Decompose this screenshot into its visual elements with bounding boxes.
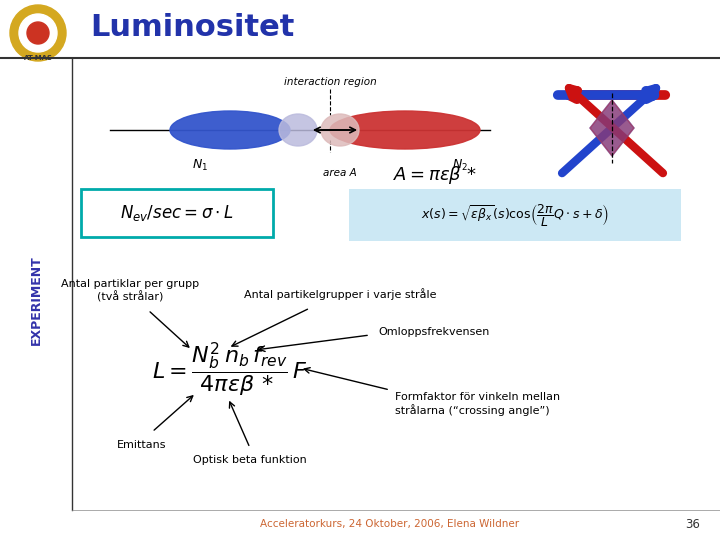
Text: $x(s)=\sqrt{\varepsilon\beta_x}(s)\cos\!\left(\dfrac{2\pi}{L}Q\cdot s+\delta\rig: $x(s)=\sqrt{\varepsilon\beta_x}(s)\cos\!… [421,202,609,228]
Text: interaction region: interaction region [284,77,377,87]
Circle shape [10,5,66,61]
Text: $A = \pi\varepsilon\beta\,*$: $A = \pi\varepsilon\beta\,*$ [393,164,477,186]
Text: Antal partikelgrupper i varje stråle: Antal partikelgrupper i varje stråle [244,288,436,300]
Circle shape [27,22,49,44]
Polygon shape [590,100,634,156]
Text: $N_1$: $N_1$ [192,158,208,173]
Ellipse shape [321,114,359,146]
FancyBboxPatch shape [81,189,273,237]
Text: Omloppsfrekvensen: Omloppsfrekvensen [378,327,490,337]
Text: area A: area A [323,168,357,178]
Text: $N_{ev}/sec = \sigma \cdot L$: $N_{ev}/sec = \sigma \cdot L$ [120,203,234,223]
Polygon shape [590,100,634,156]
Text: Formfaktor för vinkeln mellan
strålarna (“crossing angle”): Formfaktor för vinkeln mellan strålarna … [395,392,560,416]
Ellipse shape [330,111,480,149]
Ellipse shape [279,114,317,146]
Text: Optisk beta funktion: Optisk beta funktion [193,455,307,465]
Text: Luminositet: Luminositet [90,14,294,43]
Text: 36: 36 [685,517,700,530]
Circle shape [19,14,57,52]
Text: Antal partiklar per grupp
(två strålar): Antal partiklar per grupp (två strålar) [61,279,199,302]
Text: Emittans: Emittans [117,440,167,450]
FancyBboxPatch shape [349,189,681,241]
Text: Acceleratorkurs, 24 Oktober, 2006, Elena Wildner: Acceleratorkurs, 24 Oktober, 2006, Elena… [261,519,520,529]
Text: $N_2$: $N_2$ [452,158,468,173]
Ellipse shape [170,111,290,149]
Text: AT-MAS: AT-MAS [24,55,53,61]
Text: EXPERIMENT: EXPERIMENT [30,255,42,345]
Text: $L = \dfrac{N_b^2\, n_b\, f_{rev}}{4\pi\varepsilon\beta\,*}\, F$: $L = \dfrac{N_b^2\, n_b\, f_{rev}}{4\pi\… [153,341,307,399]
